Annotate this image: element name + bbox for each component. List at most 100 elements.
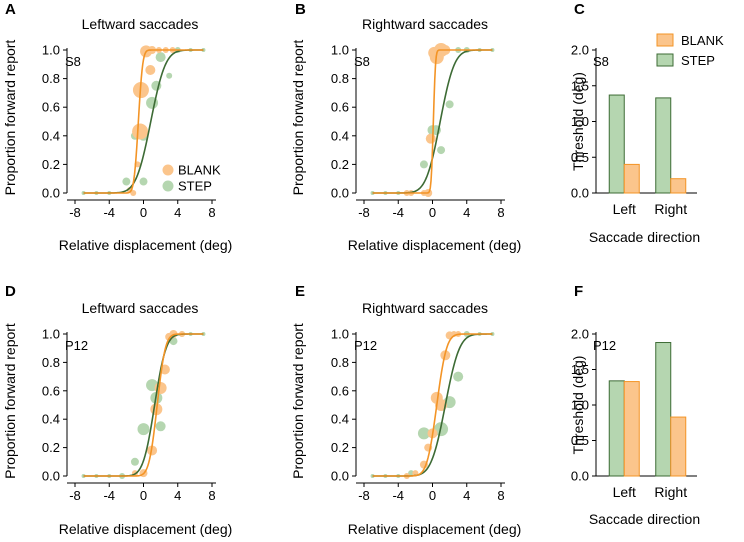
fit-curve-blank (372, 333, 493, 477)
bar-blank-left (623, 381, 640, 477)
y-tick-label: 1.0 (42, 327, 60, 342)
y-tick-label: 0.2 (331, 157, 349, 172)
data-point-step (419, 160, 428, 169)
bar-step-right (655, 97, 672, 194)
fit-curve-step (83, 333, 204, 477)
data-point-step (155, 421, 166, 432)
legend-label-blank: BLANK (178, 163, 221, 178)
panel-E: E Rightward saccades 0.0 0.2 0.4 0.6 0.8 1.0 -8 -… (290, 283, 521, 537)
x-tick-label: 8 (208, 488, 215, 503)
y-tick-label: 0.0 (331, 186, 349, 201)
x-tick-label: 0 (429, 205, 436, 220)
subject-label: P12 (354, 338, 377, 353)
data-point-blank (132, 123, 149, 140)
subject-label: S8 (65, 54, 81, 69)
y-tick-label: 1.0 (331, 43, 349, 58)
x-tick-label: 0 (140, 488, 147, 503)
y-axis-label: Proportion forward report (290, 323, 306, 479)
y-tick-label: 0.0 (571, 186, 589, 201)
panel-letter: E (295, 283, 305, 300)
legend-marker-blank (162, 164, 174, 176)
data-point-blank (130, 190, 137, 196)
y-tick-label: 2.0 (571, 43, 589, 58)
subject-label: P12 (65, 338, 88, 353)
y-tick-label: 0.0 (42, 469, 60, 484)
panel-letter: B (295, 1, 306, 18)
y-tick-label: 1.5 (571, 78, 589, 93)
category-label: Left (613, 484, 636, 500)
x-tick-label: -4 (392, 488, 404, 503)
bar-step-right (655, 342, 672, 477)
data-point-step (139, 177, 148, 186)
panel-letter: D (5, 283, 16, 300)
y-tick-label: 1.0 (571, 398, 589, 413)
subject-label: P12 (593, 338, 616, 353)
panel-letter: F (574, 283, 583, 300)
data-point-step (437, 146, 446, 155)
category-label: Right (654, 484, 687, 500)
y-tick-label: 2.0 (571, 327, 589, 342)
y-tick-label: 0.6 (331, 383, 349, 398)
legend-label-step: STEP (681, 53, 715, 68)
panel-A: A Leftward saccades 0.0 0.2 0.4 0.6 0.8 1.0 -8 -4… (2, 1, 232, 253)
data-point-step (417, 427, 430, 440)
y-axis-label: Proportion forward report (2, 323, 18, 479)
x-axis-label: Saccade direction (589, 229, 700, 245)
y-tick-label: 0.5 (571, 150, 589, 165)
bar-blank-left (623, 163, 640, 194)
fit-curve-blank (83, 49, 204, 194)
panel-title: Leftward saccades (82, 16, 199, 32)
panel-D: D Leftward saccades 0.0 0.2 0.4 0.6 0.8 1.0 -8 -4… (2, 283, 232, 537)
y-tick-label: 1.0 (42, 43, 60, 58)
data-point-step (155, 52, 166, 63)
panel-letter: A (5, 1, 16, 18)
y-tick-label: 0.4 (331, 128, 349, 143)
x-tick-label: 4 (463, 488, 470, 503)
x-axis-label: Relative displacement (deg) (59, 237, 233, 253)
subject-label: S8 (593, 54, 609, 69)
data-point-step (445, 100, 454, 109)
data-point-step (122, 177, 131, 186)
x-tick-label: 8 (497, 488, 504, 503)
x-tick-label: -8 (69, 488, 81, 503)
y-axis-label: Threshold (deg) (570, 356, 586, 455)
y-tick-label: 0.5 (571, 433, 589, 448)
x-tick-label: -4 (392, 205, 404, 220)
bar-step-left (608, 94, 625, 194)
x-tick-label: 8 (208, 205, 215, 220)
x-tick-label: 4 (174, 205, 181, 220)
y-tick-label: 0.4 (42, 412, 60, 427)
y-tick-label: 1.0 (571, 114, 589, 129)
panel-F: F P12 0.0 0.5 1.0 1.5 2.0 Left Right Saccade dire… (570, 283, 700, 527)
x-axis-label: Relative displacement (deg) (348, 521, 522, 537)
x-tick-label: -8 (358, 488, 370, 503)
panel-B: B Rightward saccades 0.0 0.2 0.4 0.6 0.8 1.0 -8 -… (290, 1, 521, 253)
y-tick-label: 0.2 (42, 157, 60, 172)
legend-swatch-blank (656, 33, 674, 47)
bar-blank-right (670, 178, 687, 194)
y-tick-label: 0.6 (331, 100, 349, 115)
legend-label-blank: BLANK (681, 33, 724, 48)
panel-letter: C (574, 1, 585, 18)
fit-curve-step (372, 333, 493, 477)
legend-swatch-step (656, 53, 674, 67)
y-axis-label: Proportion forward report (290, 40, 306, 196)
data-point-blank (145, 65, 156, 76)
category-label: Right (654, 201, 687, 217)
y-tick-label: 0.0 (42, 186, 60, 201)
y-tick-label: 0.4 (331, 412, 349, 427)
data-point-step (166, 72, 173, 79)
panel-title: Rightward saccades (362, 16, 488, 32)
subject-label: S8 (354, 54, 370, 69)
y-tick-label: 1.0 (331, 327, 349, 342)
data-point-step (130, 457, 139, 466)
x-tick-label: 0 (429, 488, 436, 503)
fit-curve-blank (83, 333, 204, 477)
y-tick-label: 0.6 (42, 100, 60, 115)
x-tick-label: -8 (358, 205, 370, 220)
y-tick-label: 0.8 (42, 71, 60, 86)
y-tick-label: 0.2 (331, 440, 349, 455)
y-tick-label: 0.8 (331, 71, 349, 86)
fit-curve-step (372, 49, 493, 194)
